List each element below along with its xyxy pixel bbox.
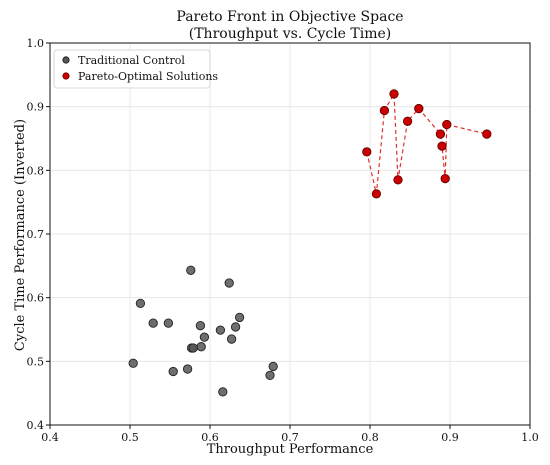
- traditional-point: [186, 265, 196, 275]
- series-1: [362, 89, 492, 199]
- x-tick-label: 0.6: [201, 431, 219, 444]
- axes: 0.4 0.5 0.6 0.7 0.8 0.9 1.0 0.4 0.5 0.6 0.7 0.8 0.9 1…: [27, 37, 539, 444]
- pareto-point: [414, 103, 424, 114]
- traditional-point: [168, 366, 178, 377]
- pareto-point: [379, 105, 390, 116]
- chart-title-line-2: (Throughput vs. Cycle Time): [189, 26, 392, 42]
- traditional-point: [199, 332, 210, 342]
- traditional-point: [195, 321, 206, 331]
- y-tick-label: 0.9: [27, 101, 45, 114]
- pareto-front-line: [366, 91, 487, 195]
- grid: [49, 42, 531, 426]
- legend-label-traditional: Traditional Control: [78, 54, 185, 67]
- x-axis-label: Throughput Performance: [207, 442, 374, 457]
- y-tick-label: 0.6: [27, 292, 45, 305]
- traditional-point: [163, 318, 174, 328]
- traditional-point: [218, 387, 228, 397]
- traditional-point: [135, 298, 146, 309]
- traditional-point: [226, 334, 237, 344]
- pareto-point: [440, 173, 450, 184]
- legend-label-pareto: Pareto-Optimal Solutions: [78, 70, 218, 83]
- series-0: [128, 265, 278, 397]
- traditional-point: [148, 318, 158, 328]
- y-tick-label: 0.4: [27, 419, 45, 432]
- pareto-point: [393, 175, 403, 185]
- traditional-point: [268, 361, 278, 372]
- traditional-point: [265, 370, 275, 380]
- pareto-point: [371, 189, 382, 199]
- pareto-point: [442, 119, 452, 130]
- x-tick-label: 0.5: [121, 431, 139, 444]
- traditional-point: [128, 358, 138, 368]
- traditional-point: [234, 312, 245, 323]
- pareto-point: [435, 129, 446, 139]
- traditional-point: [196, 342, 206, 352]
- y-tick-label: 0.7: [27, 228, 45, 241]
- traditional-point: [230, 322, 241, 332]
- legend-marker-traditional: [62, 56, 70, 64]
- pareto-point: [362, 147, 372, 157]
- x-tick-label: 1.0: [521, 431, 539, 444]
- x-tick-label: 0.9: [441, 431, 459, 444]
- pareto-point: [482, 129, 492, 139]
- traditional-point: [182, 364, 193, 374]
- chart-title-line-1: Pareto Front in Objective Space: [176, 9, 403, 25]
- x-tick-label: 0.4: [41, 431, 59, 444]
- pareto-point: [389, 89, 399, 99]
- y-axis-label: Cycle Time Performance (Inverted): [13, 119, 28, 351]
- pareto-point: [437, 141, 447, 151]
- x-tick-label: 0.7: [281, 431, 299, 444]
- traditional-point: [224, 278, 234, 288]
- x-tick-label: 0.8: [361, 431, 379, 444]
- y-tick-label: 1.0: [27, 37, 45, 50]
- legend-marker-pareto: [62, 72, 70, 80]
- data-series: [128, 89, 492, 397]
- traditional-point: [215, 325, 226, 335]
- y-tick-label: 0.8: [27, 164, 45, 177]
- pareto-point: [402, 116, 413, 126]
- legend-box: [53, 49, 211, 89]
- legend: Traditional Control Pareto-Optimal Solut…: [53, 49, 218, 89]
- y-tick-label: 0.5: [27, 355, 45, 368]
- traditional-point: [188, 343, 198, 353]
